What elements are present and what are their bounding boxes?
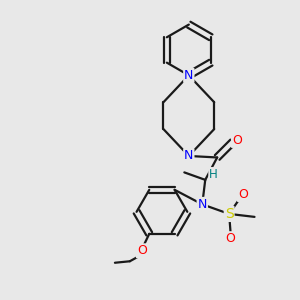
Text: O: O	[232, 134, 242, 147]
Text: O: O	[137, 244, 147, 257]
Text: H: H	[209, 168, 218, 181]
Text: N: N	[198, 198, 207, 211]
Text: O: O	[226, 232, 236, 245]
Text: N: N	[184, 149, 194, 163]
Text: N: N	[184, 69, 194, 82]
Text: S: S	[225, 207, 233, 221]
Text: O: O	[238, 188, 248, 201]
